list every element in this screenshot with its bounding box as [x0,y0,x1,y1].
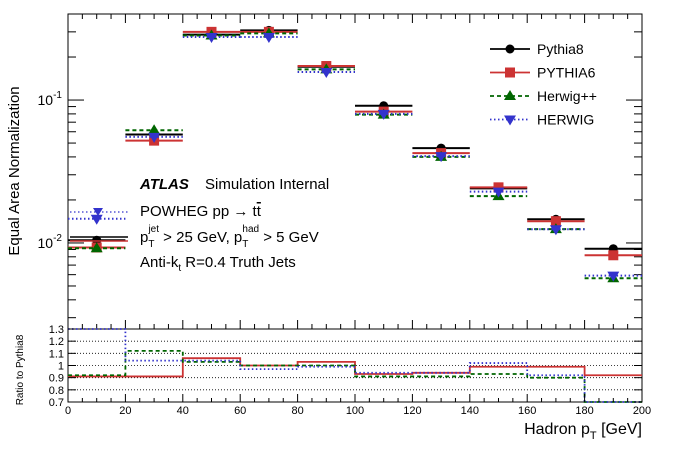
data-point [320,67,333,78]
x-label-unit: [GeV] [597,421,642,438]
x-tick-label: 160 [518,405,536,417]
x-tick-label: 80 [291,405,303,417]
process-tbar: t [257,203,262,220]
process-main: POWHEG pp → t [140,203,258,220]
cut-T2: T [242,239,248,250]
x-tick-label: 100 [346,405,364,417]
atlas-text: ATLAS [139,176,189,193]
x-tick-label: 140 [461,405,479,417]
legend-entry: Herwig++ [490,88,597,104]
x-label-sub: T [590,430,597,442]
ratio-series-group [68,328,642,403]
atlas-label: ATLAS Simulation Internal [139,176,329,193]
ratio-y-tick-label: 1.1 [49,348,64,360]
cut-end: > 5 GeV [259,229,319,246]
legend-label: Herwig++ [537,88,597,104]
y-tick-label: 10-2 [38,233,63,251]
data-point [262,32,275,43]
x-tick-label: 40 [177,405,189,417]
cut-mid: > 25 GeV, p [159,229,242,246]
x-tick-label: 60 [234,405,246,417]
data-point [148,132,161,143]
legend-label: HERWIG [537,112,594,128]
main-axis-ticks: 10-2 10-1 [38,13,643,329]
ratio-y-axis-label: Ratio to Pythia8 [15,334,26,405]
ratio-y-tick-label: 1 [58,361,64,373]
data-point [148,124,161,135]
data-point [493,182,504,193]
data-point [608,250,619,261]
ratio-line-herwig- [68,350,642,403]
x-tick-label: 200 [633,405,651,417]
data-point [90,214,103,225]
data-point [205,32,218,43]
atlas-status-text: Simulation Internal [205,176,329,193]
y-tick-label: 10-1 [38,90,63,108]
process-label: POWHEG pp → tt [70,203,262,220]
legend-label: PYTHIA6 [537,65,596,81]
data-point [435,152,448,163]
cut-jet: jet [147,224,159,235]
ratio-y-tick-label: 1.2 [49,336,64,348]
x-label-main: Hadron p [524,421,590,438]
legend-marker [505,67,515,78]
x-tick-label: 0 [65,405,71,417]
jets-text: Anti-kt R=0.4 Truth Jets [140,254,296,274]
cut-text: pTjet > 25 GeV, pThad > 5 GeV [140,224,319,250]
data-point [377,109,390,120]
x-tick-label: 180 [575,405,593,417]
jets-t: t [178,263,181,274]
cut-T1: T [148,239,154,250]
legend-entry: PYTHIA6 [490,65,596,81]
data-point [492,187,505,198]
cut-p1: p [140,229,148,246]
data-point [549,225,562,236]
ratio-axis-ticks: 0.70.80.911.11.21.3 0 20 40 60 80 100 120 140 160… [49,324,651,417]
ratio-y-tick-label: 0.8 [49,385,64,397]
legend-entry: HERWIG [490,112,594,128]
legend-marker [504,115,516,126]
legend: Pythia8 PYTHIA6 Herwig++ HERWIG [490,41,597,128]
jets-anti: Anti-k [140,254,179,271]
data-point [550,216,561,227]
x-tick-label: 20 [119,405,131,417]
ratio-y-tick-label: 0.7 [49,397,64,409]
legend-label: Pythia8 [537,41,584,57]
data-point [90,242,103,253]
x-tick-label: 120 [403,405,421,417]
x-axis-label: Hadron pT [GeV] [524,421,642,442]
process-text: POWHEG pp → tt [140,203,262,220]
legend-marker [504,90,516,100]
legend-marker [505,44,515,54]
cut-had: had [242,224,259,235]
legend-entry: Pythia8 [490,41,584,57]
main-series-group [68,25,642,283]
y-axis-label: Equal Area Normalization [6,86,23,255]
legend-pythia8-style-sample-left [70,236,128,242]
series-herwig [68,32,642,282]
ratio-y-tick-label: 0.9 [49,373,64,385]
jets-rest: R=0.4 Truth Jets [181,254,296,271]
data-point [607,271,620,282]
ratio-line-herwig [68,328,642,403]
ratio-y-tick-label: 1.3 [49,324,64,336]
process-marker [93,208,103,216]
